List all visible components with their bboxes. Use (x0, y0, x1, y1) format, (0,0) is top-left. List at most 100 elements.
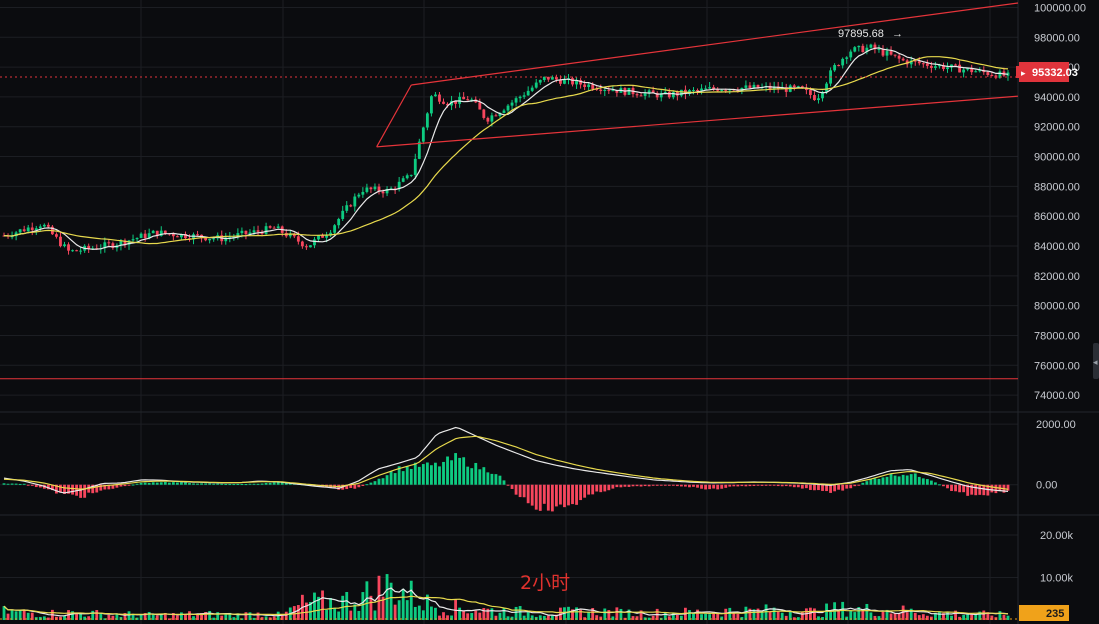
macd-histogram-bar (559, 484, 562, 505)
volume-bar (603, 608, 607, 620)
volume-bar (446, 615, 449, 620)
candle-body (776, 86, 780, 90)
volume-bar (466, 613, 470, 620)
macd-histogram-bar (417, 466, 421, 485)
candle-body (615, 90, 619, 93)
macd-histogram-bar (595, 484, 599, 492)
candle-body (635, 94, 639, 96)
volume-bar (236, 613, 240, 620)
volume-bar (155, 615, 159, 620)
volume-bar (897, 613, 901, 620)
macd-histogram-bar (704, 484, 707, 490)
macd-histogram-bar (67, 484, 70, 494)
candle-body (889, 51, 893, 55)
candle-body (720, 89, 724, 91)
volume-bar (752, 609, 756, 620)
volume-bar (853, 612, 857, 620)
macd-histogram-bar (14, 483, 18, 485)
macd-histogram-bar (79, 484, 83, 498)
candle-body (409, 174, 413, 176)
side-scroll-handle[interactable] (1093, 343, 1099, 379)
candle-body (413, 158, 417, 175)
macd-panel[interactable] (2, 426, 1010, 512)
macd-histogram-bar (236, 483, 240, 485)
volume-bar (224, 613, 228, 620)
candle-body (240, 230, 244, 234)
candle-body (813, 95, 816, 101)
volume-bar (405, 600, 409, 620)
macd-histogram-bar (800, 484, 804, 489)
candle-body (71, 250, 74, 252)
macd-histogram-bar (357, 484, 361, 488)
volume-bar (546, 615, 550, 620)
macd-histogram-bar (212, 483, 216, 485)
volume-bar (506, 616, 510, 620)
macd-histogram-bar (462, 457, 466, 485)
volume-bar (317, 596, 320, 620)
candle-body (482, 109, 486, 118)
macd-histogram-bar (728, 484, 732, 487)
volume-bar (607, 610, 611, 620)
candle-body (264, 226, 268, 234)
candle-body (478, 102, 482, 110)
volume-bar (567, 606, 570, 620)
macd-histogram-bar (458, 457, 462, 485)
price-tick-label: 88000.00 (1034, 181, 1080, 193)
macd-histogram-bar (571, 484, 574, 505)
price-ma-slow-line (3, 56, 1009, 245)
volume-bar (6, 613, 10, 620)
candle-body (530, 87, 534, 91)
current-price-tag[interactable] (1019, 62, 1069, 82)
candle-body (925, 63, 929, 66)
macd-histogram-bar (780, 484, 784, 487)
volume-bar (2, 606, 6, 620)
volume-bar (252, 617, 256, 620)
volume-bar (349, 610, 353, 620)
candle-body (151, 230, 155, 234)
volume-bar (143, 613, 147, 620)
candle-body (796, 86, 800, 88)
volume-bar (494, 615, 498, 620)
macd-histogram-bar (103, 484, 107, 490)
volume-bar (579, 609, 583, 620)
candle-body (526, 90, 530, 96)
candle-body (232, 236, 236, 238)
macd-histogram-bar (425, 462, 429, 485)
macd-histogram-bar (671, 484, 675, 486)
price-panel[interactable] (0, 2, 1019, 380)
macd-histogram-bar (563, 484, 566, 508)
macd-tick-label: 2000.00 (1036, 419, 1076, 431)
candle-body (909, 60, 913, 65)
volume-bar (429, 606, 433, 620)
volume-bar (417, 605, 421, 620)
candle-body (700, 88, 703, 91)
volume-bar (79, 612, 83, 620)
volume-bar (929, 616, 933, 620)
volume-bar (587, 611, 591, 620)
macd-histogram-bar (784, 484, 788, 487)
candle-body (522, 95, 526, 97)
volume-bar (280, 613, 284, 620)
volume-bar (200, 613, 203, 620)
macd-histogram-bar (494, 474, 498, 485)
volume-bar (946, 612, 949, 620)
macd-histogram-bar (929, 480, 933, 485)
candle-body (849, 51, 853, 58)
price-axis[interactable]: 100000.0098000.0096000.0094000.0092000.0… (1034, 2, 1086, 584)
macd-histogram-bar (373, 481, 377, 485)
volume-panel[interactable] (0, 574, 1018, 620)
macd-histogram-bar (59, 484, 62, 493)
volume-bar (151, 614, 155, 620)
volume-bar (470, 613, 474, 620)
candle-body (421, 127, 425, 142)
current-volume-tag[interactable] (1019, 605, 1069, 621)
candle-body (804, 88, 808, 91)
candle-body (268, 226, 272, 228)
volume-bar (921, 614, 925, 620)
price-tick-label: 98000.00 (1034, 32, 1080, 44)
candle-body (385, 188, 389, 194)
candle-body (869, 44, 873, 48)
candle-body (123, 240, 127, 245)
candle-body (538, 79, 542, 83)
